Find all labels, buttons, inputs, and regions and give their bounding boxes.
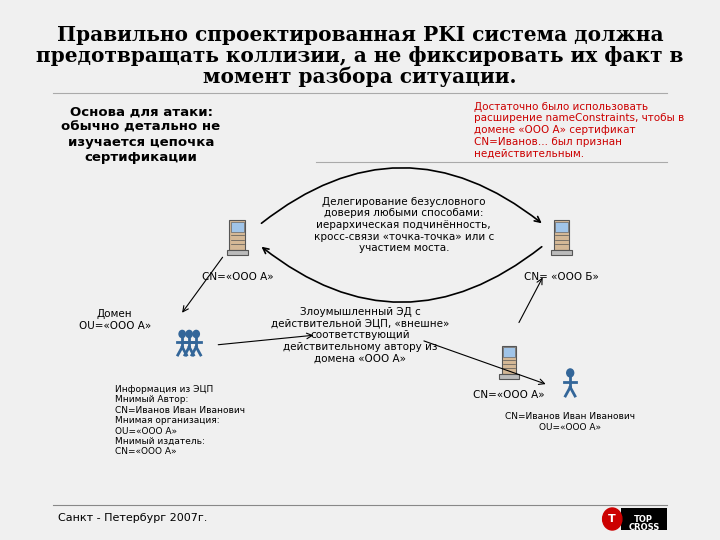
- Text: Домен
OU=«ООО А»: Домен OU=«ООО А»: [78, 309, 151, 331]
- Text: момент разбора ситуации.: момент разбора ситуации.: [203, 67, 517, 87]
- Text: Достаточно было использовать
расширение nameConstraints, чтобы в
домене «ООО А» : Достаточно было использовать расширение …: [474, 102, 684, 158]
- Circle shape: [193, 330, 199, 338]
- FancyBboxPatch shape: [502, 346, 516, 374]
- FancyBboxPatch shape: [621, 508, 667, 530]
- Text: CN=«ООО А»: CN=«ООО А»: [202, 272, 273, 282]
- Circle shape: [603, 508, 622, 530]
- FancyBboxPatch shape: [551, 250, 572, 255]
- Text: Злоумышленный ЭД с
действительной ЭЦП, «внешне»
соответствующий
действительному : Злоумышленный ЭД с действительной ЭЦП, «…: [271, 307, 449, 363]
- Text: T: T: [608, 514, 616, 524]
- FancyBboxPatch shape: [227, 250, 248, 255]
- Circle shape: [567, 369, 574, 377]
- Text: CN=Иванов Иван Иванович
OU=«ООО А»: CN=Иванов Иван Иванович OU=«ООО А»: [505, 413, 635, 431]
- FancyBboxPatch shape: [554, 220, 570, 250]
- Text: Делегирование безусловного
доверия любыми способами:
иерархическая подчинённость: Делегирование безусловного доверия любым…: [314, 197, 494, 253]
- Text: Правильно спроектированная PKI система должна: Правильно спроектированная PKI система д…: [57, 25, 663, 45]
- Text: Санкт - Петербург 2007г.: Санкт - Петербург 2007г.: [58, 513, 207, 523]
- FancyBboxPatch shape: [230, 220, 246, 250]
- Text: CROSS: CROSS: [628, 523, 660, 531]
- Text: CN= «ООО Б»: CN= «ООО Б»: [524, 272, 599, 282]
- FancyBboxPatch shape: [499, 374, 519, 379]
- Text: Основа для атаки:
обычно детально не
изучается цепочка
сертификации: Основа для атаки: обычно детально не изу…: [61, 106, 220, 164]
- FancyBboxPatch shape: [231, 221, 243, 232]
- Text: предотвращать коллизии, а не фиксировать их факт в: предотвращать коллизии, а не фиксировать…: [36, 46, 684, 66]
- FancyBboxPatch shape: [555, 221, 567, 232]
- Text: Информация из ЭЦП
Мнимый Автор:
CN=Иванов Иван Иванович
Мнимая организация:
OU=«: Информация из ЭЦП Мнимый Автор: CN=Ивано…: [114, 385, 245, 456]
- Text: CN=«ООО А»: CN=«ООО А»: [473, 390, 545, 400]
- Circle shape: [186, 330, 192, 338]
- FancyBboxPatch shape: [503, 347, 515, 357]
- Circle shape: [179, 330, 185, 338]
- Text: TOP: TOP: [634, 515, 653, 523]
